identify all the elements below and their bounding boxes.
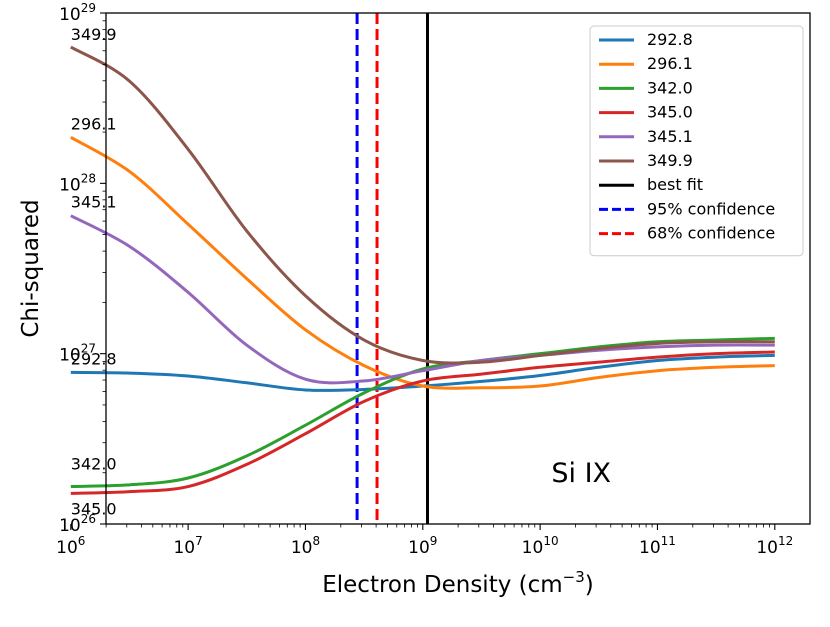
legend-label: 345.1 bbox=[647, 127, 693, 146]
x-axis-label: Electron Density (cm−3) bbox=[322, 568, 594, 598]
x-tick-label: 1010 bbox=[522, 534, 559, 558]
x-tick-label-exponent: 6 bbox=[78, 534, 86, 548]
x-tick-label-base: 10 bbox=[291, 538, 313, 558]
legend: 292.8 296.1 342.0 345.0 345.1 349.9 best … bbox=[589, 25, 804, 257]
series-start-label-296.1: 296.1 bbox=[71, 114, 117, 133]
y-tick-label-exponent: 29 bbox=[81, 1, 96, 15]
series-layer: 292.8 296.1 342.0 345.0 345.1 349.9 bbox=[70, 25, 775, 518]
x-tick-label: 106 bbox=[56, 534, 85, 558]
legend-label: 349.9 bbox=[647, 151, 693, 170]
series-line-345.0 bbox=[70, 350, 775, 495]
x-tick-label-base: 10 bbox=[756, 538, 778, 558]
y-tick-label-exponent: 27 bbox=[81, 342, 96, 356]
x-tick-label-exponent: 9 bbox=[430, 534, 438, 548]
series-start-label-349.9: 349.9 bbox=[71, 25, 117, 44]
x-tick-label-exponent: 12 bbox=[778, 534, 793, 548]
x-tick-label: 1011 bbox=[639, 534, 676, 558]
legend-label: 292.8 bbox=[647, 30, 693, 49]
series-start-label-345.0: 345.0 bbox=[71, 499, 117, 518]
y-tick-label-base: 10 bbox=[59, 516, 81, 536]
y-tick-label: 1028 bbox=[59, 171, 96, 195]
y-tick-label-base: 10 bbox=[59, 175, 81, 195]
x-tick-label: 1012 bbox=[756, 534, 793, 558]
chart-annotation: Si IX bbox=[551, 458, 611, 489]
y-tick-label-exponent: 26 bbox=[81, 512, 96, 526]
y-tick-label-base: 10 bbox=[59, 346, 81, 366]
legend-label: 68% confidence bbox=[647, 224, 775, 243]
y-tick-label: 1026 bbox=[59, 512, 96, 536]
x-tick-label-base: 10 bbox=[173, 538, 195, 558]
y-tick-label: 1029 bbox=[59, 1, 96, 25]
x-tick-label: 107 bbox=[173, 534, 202, 558]
x-tick-label-base: 10 bbox=[522, 538, 544, 558]
y-tick-label-exponent: 28 bbox=[81, 171, 96, 185]
x-tick-label-base: 10 bbox=[56, 538, 78, 558]
x-tick-label: 109 bbox=[408, 534, 437, 558]
x-tick-label-base: 10 bbox=[639, 538, 661, 558]
x-axis-label-suffix: ) bbox=[585, 572, 594, 598]
legend-box bbox=[589, 25, 804, 257]
y-axis-label: Chi-squared bbox=[18, 199, 44, 337]
x-tick-label-exponent: 7 bbox=[195, 534, 203, 548]
x-axis-label-text: Electron Density (cm bbox=[322, 572, 562, 598]
series-start-label-342.0: 342.0 bbox=[71, 455, 117, 474]
legend-label: 296.1 bbox=[647, 54, 693, 73]
x-tick-label: 108 bbox=[291, 534, 320, 558]
x-axis-label-exponent: −3 bbox=[563, 568, 585, 586]
series-line-349.9 bbox=[70, 45, 775, 365]
x-tick-label-exponent: 11 bbox=[661, 534, 676, 548]
series-line-345.1 bbox=[70, 214, 775, 385]
y-tick-label: 1027 bbox=[59, 342, 96, 366]
series-line-342.0 bbox=[70, 336, 775, 489]
legend-label: best fit bbox=[647, 175, 703, 194]
series-start-label-345.1: 345.1 bbox=[71, 193, 117, 212]
vline-layer bbox=[355, 13, 429, 524]
legend-label: 342.0 bbox=[647, 78, 693, 97]
x-tick-label-base: 10 bbox=[408, 538, 430, 558]
x-tick-label-exponent: 10 bbox=[543, 534, 558, 548]
y-tick-label-base: 10 bbox=[59, 5, 81, 25]
x-tick-label-exponent: 8 bbox=[312, 534, 320, 548]
legend-label: 345.0 bbox=[647, 103, 693, 122]
legend-label: 95% confidence bbox=[647, 199, 775, 218]
